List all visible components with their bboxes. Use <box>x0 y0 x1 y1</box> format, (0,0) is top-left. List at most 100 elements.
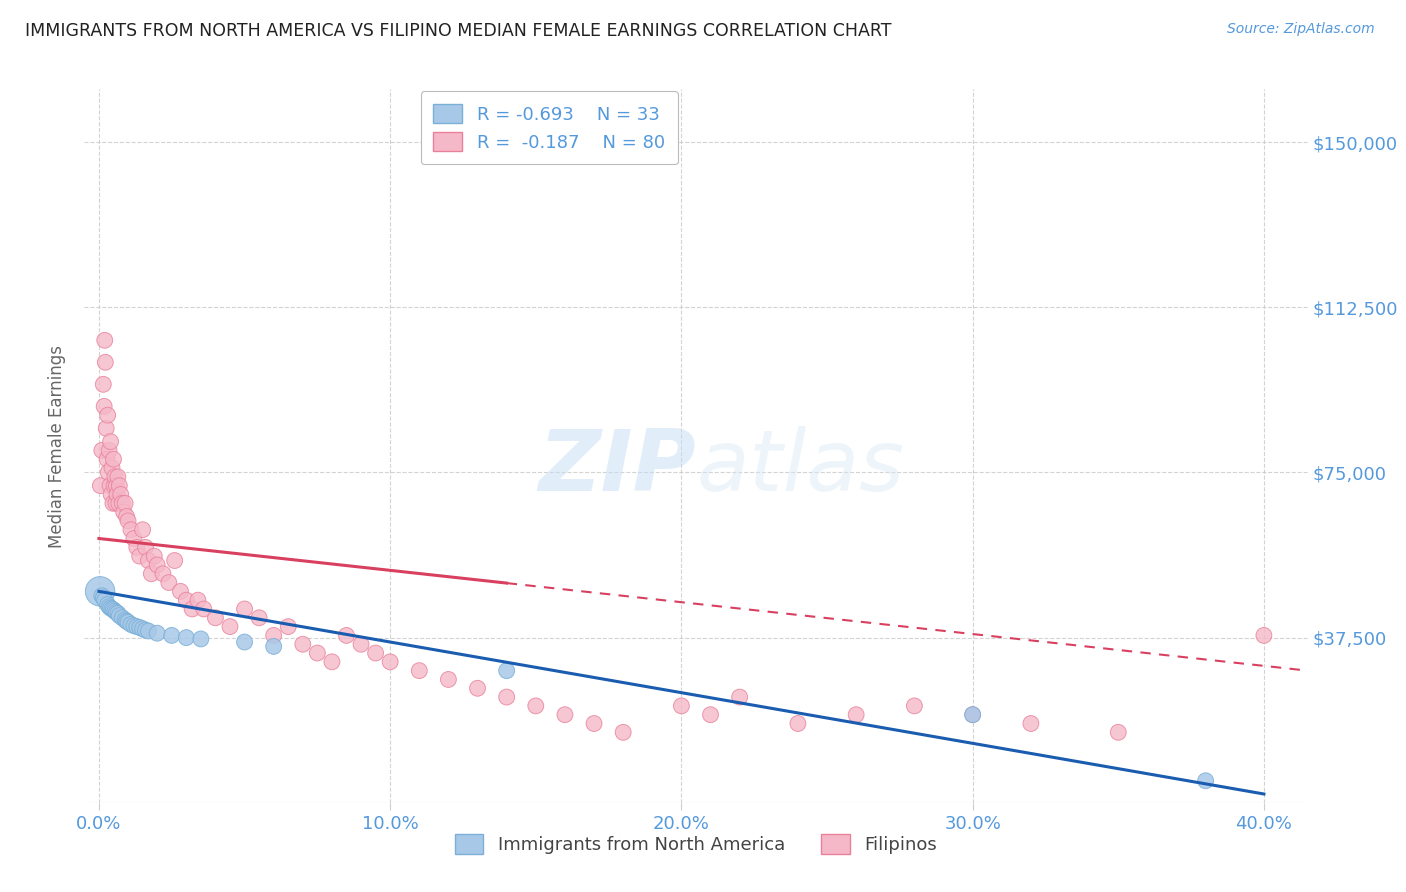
Point <box>96 421 118 435</box>
Point <box>160 628 183 642</box>
Point <box>143 549 166 563</box>
Point <box>169 584 191 599</box>
Point <box>90 443 112 458</box>
Point <box>100 434 122 449</box>
Point <box>135 541 157 555</box>
Point <box>111 611 134 625</box>
Point <box>1253 628 1275 642</box>
Point <box>190 632 212 646</box>
Point <box>277 619 299 633</box>
Point <box>291 637 314 651</box>
Point <box>152 566 174 581</box>
Point <box>93 333 115 347</box>
Point <box>554 707 576 722</box>
Point <box>93 593 115 607</box>
Point <box>141 566 163 581</box>
Point <box>193 602 215 616</box>
Point <box>108 608 131 623</box>
Point <box>110 487 132 501</box>
Point <box>89 478 111 492</box>
Point <box>108 478 131 492</box>
Point <box>174 631 197 645</box>
Point <box>157 575 180 590</box>
Point <box>97 466 120 480</box>
Point <box>233 635 256 649</box>
Point <box>107 607 129 621</box>
Legend: Immigrants from North America, Filipinos: Immigrants from North America, Filipinos <box>447 827 945 862</box>
Point <box>131 523 153 537</box>
Point <box>103 478 125 492</box>
Point <box>104 470 127 484</box>
Point <box>122 532 145 546</box>
Point <box>98 599 121 614</box>
Point <box>97 408 120 422</box>
Point <box>107 470 129 484</box>
Point <box>699 707 721 722</box>
Point <box>263 628 285 642</box>
Point <box>787 716 810 731</box>
Text: atlas: atlas <box>696 425 904 509</box>
Point <box>117 615 139 630</box>
Point <box>104 604 127 618</box>
Point <box>163 553 186 567</box>
Point <box>128 549 150 563</box>
Point <box>962 707 984 722</box>
Point <box>524 698 547 713</box>
Point <box>181 602 204 616</box>
Point <box>174 593 197 607</box>
Point <box>97 598 120 612</box>
Point <box>146 558 169 572</box>
Point <box>105 478 128 492</box>
Point <box>125 619 148 633</box>
Point <box>233 602 256 616</box>
Point <box>111 496 134 510</box>
Text: IMMIGRANTS FROM NORTH AMERICA VS FILIPINO MEDIAN FEMALE EARNINGS CORRELATION CHA: IMMIGRANTS FROM NORTH AMERICA VS FILIPIN… <box>25 22 891 40</box>
Point <box>962 707 984 722</box>
Point <box>321 655 343 669</box>
Point <box>1195 773 1218 788</box>
Point <box>583 716 606 731</box>
Point <box>114 496 136 510</box>
Point <box>112 505 135 519</box>
Point <box>103 603 125 617</box>
Point <box>101 496 124 510</box>
Point <box>96 452 118 467</box>
Point <box>467 681 489 696</box>
Point <box>114 613 136 627</box>
Point <box>107 496 129 510</box>
Point <box>612 725 634 739</box>
Point <box>98 443 121 458</box>
Point <box>380 655 402 669</box>
Point <box>91 591 114 605</box>
Point <box>219 619 242 633</box>
Point <box>105 487 128 501</box>
Point <box>138 624 160 638</box>
Point <box>187 593 209 607</box>
Text: Source: ZipAtlas.com: Source: ZipAtlas.com <box>1227 22 1375 37</box>
Y-axis label: Median Female Earnings: Median Female Earnings <box>48 344 66 548</box>
Point <box>101 461 124 475</box>
Point <box>204 611 226 625</box>
Point <box>115 509 138 524</box>
Point <box>350 637 373 651</box>
Text: ZIP: ZIP <box>538 425 696 509</box>
Point <box>671 698 693 713</box>
Point <box>105 606 128 620</box>
Point <box>100 601 122 615</box>
Point <box>120 523 142 537</box>
Point <box>101 602 124 616</box>
Point <box>100 487 122 501</box>
Point <box>135 623 157 637</box>
Point <box>437 673 460 687</box>
Point <box>307 646 329 660</box>
Point <box>495 664 517 678</box>
Point <box>120 617 142 632</box>
Point <box>93 400 115 414</box>
Point <box>117 514 139 528</box>
Point <box>1107 725 1129 739</box>
Point <box>845 707 868 722</box>
Point <box>94 355 117 369</box>
Point <box>138 553 160 567</box>
Point <box>364 646 387 660</box>
Point <box>90 589 112 603</box>
